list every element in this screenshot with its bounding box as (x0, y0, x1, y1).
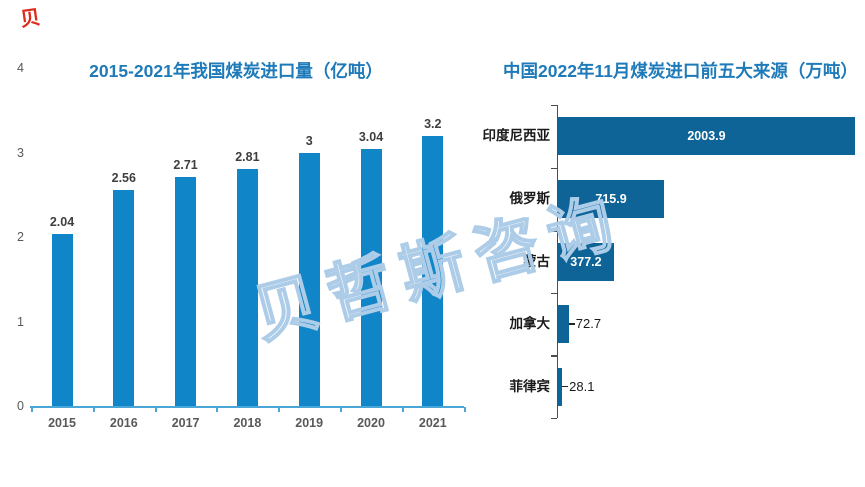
category-label: 俄罗斯 (509, 190, 551, 206)
category-label: 蒙古 (523, 253, 550, 269)
bar-2016 (113, 189, 135, 406)
x-axis-tick (340, 407, 342, 412)
category-axis-tick (551, 292, 557, 295)
x-axis-tick (92, 407, 95, 412)
category-label: 印度尼西亚 (482, 128, 551, 144)
x-axis-line (30, 406, 464, 408)
label-leader-line (562, 385, 569, 388)
x-axis-category-label: 2021 (418, 416, 447, 430)
bar-value-label: 2003.9 (687, 129, 726, 144)
label-leader-line (568, 323, 575, 325)
right-chart-title: 中国2022年11月煤炭进口前五大来源（万吨） (503, 61, 858, 81)
category-label: 菲律宾 (509, 378, 551, 394)
bar-value-label: 2.81 (235, 149, 260, 164)
bar-value-label: 715.9 (595, 191, 627, 206)
category-axis-tick (551, 418, 557, 420)
x-axis-category-label: 2019 (295, 416, 324, 430)
x-axis-category-label: 2016 (109, 416, 138, 430)
bar-2015 (51, 233, 73, 406)
x-axis-category-label: 2020 (357, 416, 385, 430)
y-axis-tick-label: 1 (17, 314, 24, 329)
bar-2019 (298, 152, 320, 406)
bar-2021 (422, 135, 444, 406)
x-axis-category-label: 2015 (48, 416, 76, 430)
bar-value-label: 28.1 (569, 378, 595, 394)
category-axis-tick (551, 105, 557, 107)
bar-value-label: 2.71 (173, 158, 198, 172)
y-axis-tick-label: 2 (17, 230, 24, 244)
category-axis-line (557, 105, 559, 418)
category-axis-tick (551, 230, 557, 232)
bar-value-label: 72.7 (575, 316, 602, 332)
bar-蒙古 (558, 242, 614, 281)
x-axis-tick (278, 407, 281, 412)
y-axis-tick-label: 4 (17, 61, 24, 75)
bar-印度尼西亚 (558, 117, 855, 156)
x-axis-tick (31, 407, 33, 412)
bar-value-label: 2.56 (111, 170, 136, 185)
bar-菲律宾 (558, 367, 563, 406)
x-axis-category-label: 2017 (171, 416, 200, 430)
category-axis-tick (551, 167, 557, 169)
bar-2017 (175, 177, 197, 406)
bar-value-label: 3.2 (424, 116, 442, 131)
x-axis-tick (216, 407, 219, 412)
bar-加拿大 (558, 305, 569, 344)
x-axis-tick (463, 407, 466, 412)
bar-value-label: 2.04 (49, 214, 75, 229)
x-axis-tick (154, 407, 157, 412)
category-axis-tick (551, 355, 557, 357)
x-axis-category-label: 2018 (233, 416, 262, 430)
x-axis-tick (401, 407, 404, 412)
bar-value-label: 377.2 (570, 254, 602, 269)
bar-俄罗斯 (558, 179, 665, 218)
category-label: 加拿大 (509, 316, 551, 332)
bar-value-label: 3 (305, 133, 313, 148)
watermark-corner-red-glyph: 贝 (18, 6, 42, 32)
y-axis-tick-label: 0 (17, 399, 24, 413)
bar-value-label: 3.04 (358, 130, 384, 145)
left-chart-title: 2015-2021年我国煤炭进口量（亿吨） (89, 61, 383, 81)
bar-2020 (360, 149, 382, 406)
bar-2018 (236, 168, 258, 406)
y-axis-tick-label: 3 (17, 145, 24, 160)
